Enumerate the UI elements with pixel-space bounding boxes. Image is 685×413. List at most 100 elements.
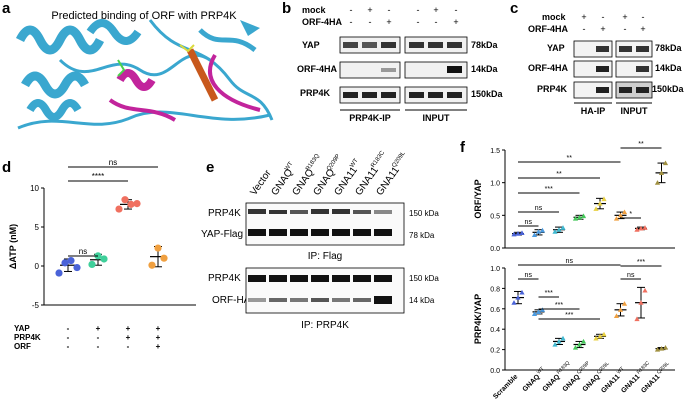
data-point	[572, 344, 579, 350]
y-tick-label: 1.5	[490, 148, 500, 155]
c-blot-ha-ip	[573, 40, 613, 99]
e-lane-label: GNA11	[374, 165, 402, 198]
significance-label: **	[567, 155, 573, 162]
y-tick-label: 0.0	[490, 246, 500, 253]
condition-sign: -	[67, 324, 70, 333]
significance-label: ns	[627, 272, 635, 279]
data-point	[535, 229, 542, 234]
y-axis-label: ORF/YAP	[473, 179, 483, 218]
c-sign: +	[622, 12, 627, 22]
c-row-yap: YAP	[547, 43, 565, 53]
b-sign: -	[350, 17, 353, 27]
y-tick-label: 0.0	[490, 368, 500, 375]
data-point	[511, 300, 517, 305]
e-lane-label: Vector	[248, 168, 274, 198]
c-size-150: 150kDa	[652, 84, 685, 94]
data-point	[638, 300, 644, 305]
data-point	[552, 341, 558, 347]
f-xtick: GNA11	[600, 373, 621, 394]
b-size-150: 150kDa	[471, 89, 504, 99]
data-point	[515, 294, 521, 300]
data-point	[55, 269, 63, 277]
data-point	[601, 196, 607, 202]
c-size-78: 78kDa	[655, 43, 683, 53]
panel-f-letter: f	[460, 139, 466, 156]
y-tick-label: 10	[30, 184, 39, 193]
y-tick-label: 5	[35, 223, 40, 232]
significance-label: ns	[525, 272, 533, 279]
data-point	[580, 338, 587, 344]
significance-label: **	[638, 141, 644, 148]
data-point	[642, 225, 648, 230]
y-tick-label: 1.0	[490, 181, 500, 188]
c-sign: +	[640, 24, 645, 34]
f-xtick: Scramble	[492, 373, 519, 400]
e-blot-prp4k-1: PRP4K	[208, 208, 241, 219]
e-lane-sup: R183Q	[305, 153, 321, 172]
condition-sign: +	[96, 324, 101, 333]
chart-prp4k-yap: 1.00.80.60.40.20.0PRP4K/YAPnsns*********…	[473, 258, 675, 375]
data-point	[560, 335, 566, 341]
f-xsup: WT	[536, 366, 546, 376]
e-size-14: 14 kDa	[409, 296, 435, 305]
c-sign-row-mock: + - + -	[581, 12, 644, 22]
data-point	[634, 316, 640, 322]
data-point	[560, 225, 566, 230]
data-point	[593, 206, 599, 211]
b-sign: -	[435, 17, 438, 27]
e-lane-sup: R183C	[370, 150, 386, 169]
data-point	[576, 214, 583, 220]
significance-label: ***	[545, 186, 553, 193]
f-xtick: GNA11	[620, 373, 641, 394]
data-point	[597, 200, 603, 206]
b-sign: -	[417, 17, 420, 27]
data-point	[601, 331, 607, 337]
data-point	[634, 227, 640, 232]
data-point	[617, 212, 624, 218]
c-sign: -	[624, 24, 627, 34]
b-sign: -	[350, 5, 353, 15]
c-sign: -	[602, 12, 605, 22]
b-blot-ip	[339, 36, 401, 104]
c-sign: +	[600, 24, 605, 34]
panel-b-letter: b	[282, 0, 291, 17]
b-size-78: 78kDa	[471, 40, 499, 50]
b-row-prp4k: PRP4K	[300, 88, 331, 98]
data-point	[662, 344, 669, 350]
y-tick-label: 0.4	[490, 327, 500, 334]
data-point	[154, 244, 162, 252]
y-tick-label: 0	[35, 262, 40, 271]
condition-sign: -	[127, 342, 130, 351]
e-blot-orfha: ORF-HA	[212, 295, 251, 306]
c-row-orf: ORF-4HA	[528, 63, 568, 73]
data-point	[576, 341, 583, 347]
c-size-14: 14kDa	[655, 63, 683, 73]
data-point	[662, 160, 669, 166]
data-point	[597, 333, 603, 339]
data-point	[556, 338, 562, 344]
c-sign: -	[642, 12, 645, 22]
y-tick-label: 0.2	[490, 348, 500, 355]
significance-label: ***	[545, 290, 553, 297]
data-point	[61, 259, 69, 267]
e-blot-flag-ip	[245, 202, 405, 246]
data-point	[617, 307, 624, 312]
condition-row-label: PRP4K	[14, 333, 41, 342]
data-point	[658, 170, 665, 175]
b-sign: -	[455, 5, 458, 15]
data-point	[580, 213, 587, 219]
data-point	[115, 205, 123, 213]
c-sign: +	[581, 12, 586, 22]
e-size-78: 78 kDa	[409, 231, 435, 240]
condition-row-label: YAP	[14, 324, 30, 333]
condition-sign: -	[97, 333, 100, 342]
f-xtick: GNAQ	[562, 373, 582, 393]
panel-a-title: Predicted binding of ORF with PRP4K	[51, 10, 237, 22]
b-sign: +	[367, 5, 372, 15]
data-point	[638, 225, 644, 231]
b-sign: +	[386, 17, 391, 27]
data-point	[148, 261, 156, 269]
